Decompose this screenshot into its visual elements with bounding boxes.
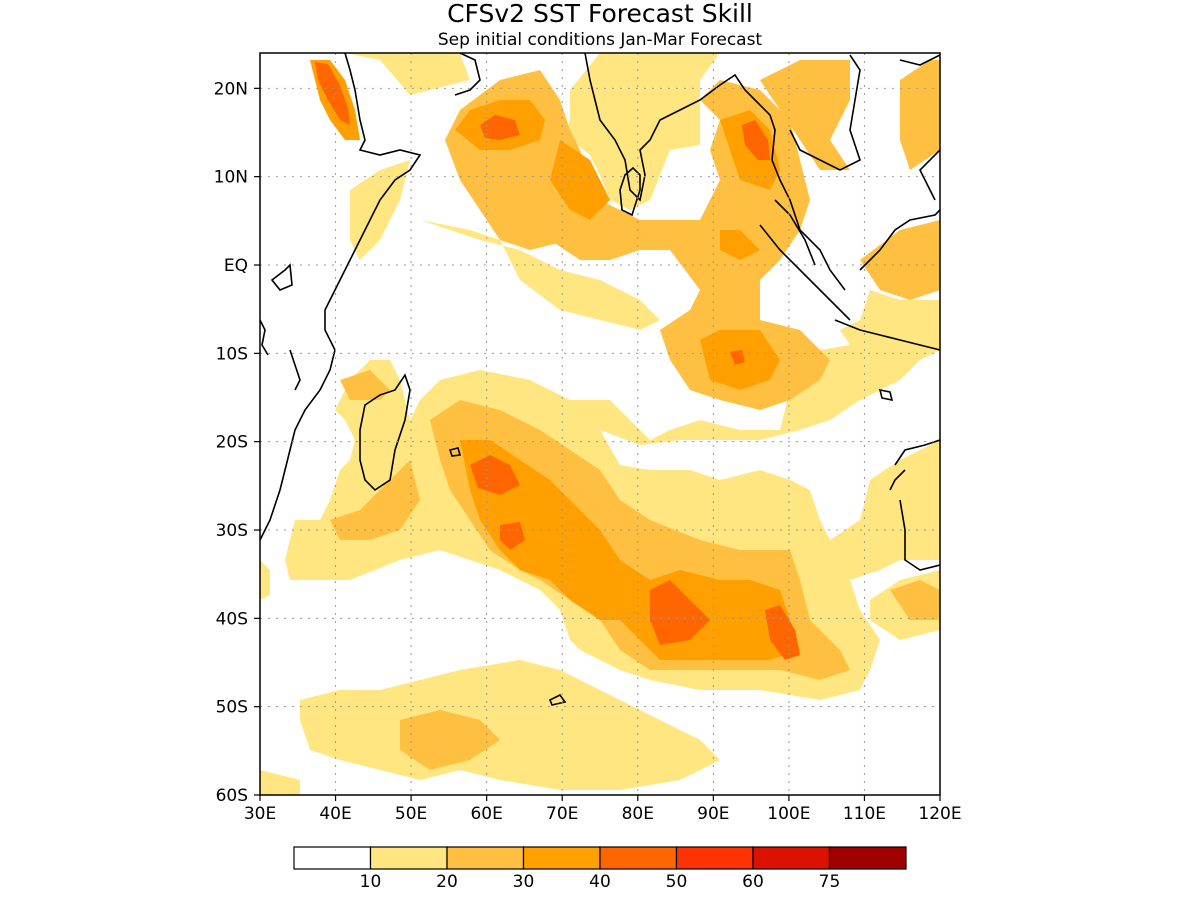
lon-tick-label: 110E — [843, 804, 886, 824]
colorbar-swatch — [828, 846, 907, 870]
colorbar-swatch — [369, 846, 448, 870]
lat-tick-label: 40S — [216, 609, 248, 629]
colorbar-label: 10 — [360, 872, 382, 892]
colorbar: 10 20 30 40 50 60 75 — [293, 846, 907, 892]
map-subtitle: Sep initial conditions Jan-Mar Forecast — [438, 30, 763, 50]
lat-tick-label: 10S — [216, 344, 248, 364]
coastlines — [260, 53, 940, 706]
colorbar-label: 20 — [436, 872, 458, 892]
lon-tick-label: 40E — [319, 804, 351, 824]
colorbar-swatch — [522, 846, 601, 870]
lat-tick-label: 60S — [216, 786, 248, 806]
lon-tick-label: 80E — [622, 804, 654, 824]
lat-tick-label: 20N — [214, 79, 248, 99]
lat-tick-label: 20S — [216, 433, 248, 453]
lat-tick-label: 50S — [216, 698, 248, 718]
colorbar-label: 30 — [513, 872, 535, 892]
colorbar-label: 40 — [589, 872, 611, 892]
lat-tick-label: EQ — [224, 256, 248, 276]
contour-level-4 — [315, 62, 800, 660]
lon-tick-label: 90E — [697, 804, 729, 824]
skill-contours — [260, 53, 940, 795]
map-title: CFSv2 SST Forecast Skill — [447, 0, 753, 28]
map-gridlines — [260, 53, 940, 795]
lat-axis: 20N 10N EQ 10S 20S 30S 40S 50S 60S — [214, 79, 260, 806]
colorbar-label: 50 — [666, 872, 688, 892]
contour-level-1 — [260, 53, 940, 795]
colorbar-swatch — [446, 846, 525, 870]
lon-tick-label: 60E — [470, 804, 502, 824]
lon-tick-label: 120E — [918, 804, 961, 824]
lat-tick-label: 30S — [216, 521, 248, 541]
colorbar-label: 60 — [742, 872, 764, 892]
colorbar-swatch — [675, 846, 754, 870]
colorbar-swatch — [599, 846, 678, 870]
lon-tick-label: 70E — [546, 804, 578, 824]
lon-tick-label: 30E — [244, 804, 276, 824]
lon-axis: 30E 40E 50E 60E 70E 80E 90E 100E 110E 120E — [244, 795, 962, 824]
colorbar-label: 75 — [819, 872, 841, 892]
lon-tick-label: 100E — [767, 804, 810, 824]
colorbar-swatch — [752, 846, 831, 870]
lon-tick-label: 50E — [395, 804, 427, 824]
map-frame — [259, 52, 941, 796]
lat-tick-label: 10N — [214, 168, 248, 188]
colorbar-swatch — [293, 846, 372, 870]
